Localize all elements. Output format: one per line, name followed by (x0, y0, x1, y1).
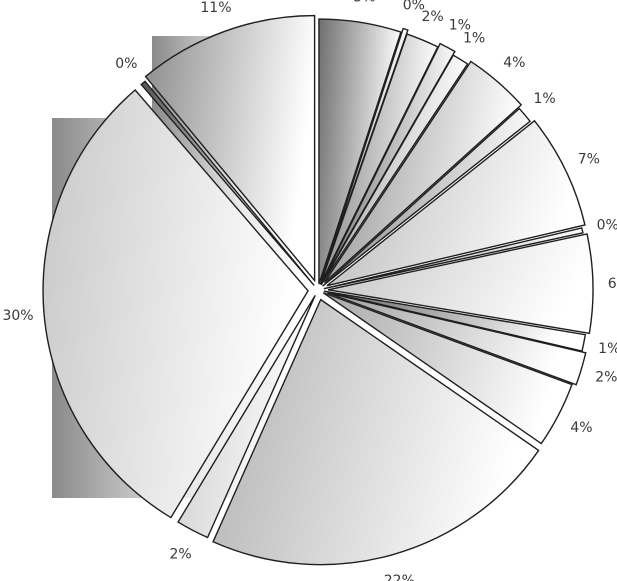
slice-label: 5% (353, 0, 375, 6)
slice-label: 7% (578, 152, 600, 168)
pie-slice (212, 298, 540, 566)
pie-slice (323, 60, 523, 283)
slice-label: 22% (384, 573, 415, 581)
slice-label: 6% (608, 276, 617, 292)
pie-slice (319, 33, 439, 285)
slice-label: 1% (598, 341, 617, 357)
pie-slice (140, 80, 315, 286)
pie-slice (327, 233, 594, 335)
pie-slice (327, 292, 587, 386)
slice-label: 1% (449, 17, 471, 33)
slice-label: 0% (115, 56, 137, 72)
slice-label: 2% (595, 369, 617, 385)
slice-label: 2% (422, 9, 444, 25)
pie-slice (326, 119, 586, 287)
pie-slices (42, 14, 594, 566)
pie-slice (144, 14, 316, 283)
slice-label: 4% (503, 55, 525, 71)
pie-slice (322, 107, 532, 287)
slice-label: 11% (200, 0, 231, 16)
slice-label: 0% (597, 218, 617, 234)
pie-slice (322, 292, 573, 445)
slice-label: 1% (463, 30, 485, 46)
pie-slice (323, 290, 587, 352)
pie-slice (318, 18, 402, 285)
pie-slice (177, 294, 316, 539)
slice-label: 4% (570, 420, 592, 436)
pie-slice (42, 89, 309, 519)
slice-label: 0% (403, 0, 425, 14)
pie-slice (320, 54, 469, 286)
slice-label: 2% (169, 546, 191, 562)
slice-label: 30% (2, 308, 33, 324)
pie-slice (322, 42, 456, 282)
pie-slice (323, 227, 584, 290)
slice-label: 1% (534, 91, 556, 107)
